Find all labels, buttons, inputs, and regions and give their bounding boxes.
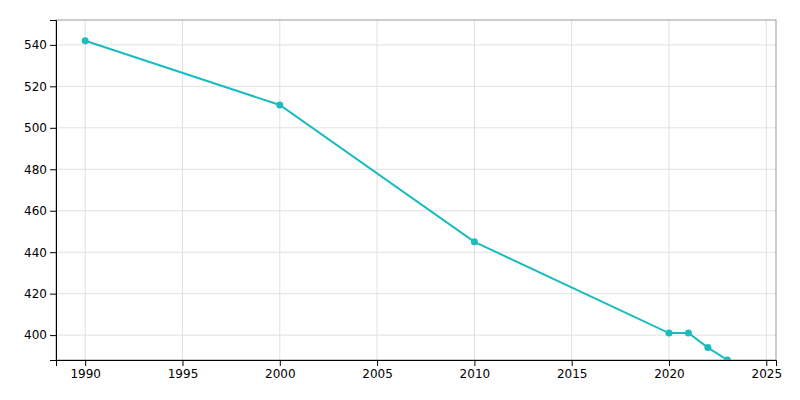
x-tick-label: 2010 <box>460 367 491 381</box>
point <box>471 238 478 245</box>
grid-line-y <box>56 293 776 294</box>
y-tick: 540 <box>24 38 56 52</box>
y-tick: 460 <box>24 204 56 218</box>
data-marks <box>82 37 731 360</box>
y-tick-label: 420 <box>24 287 47 301</box>
y-tick-mark <box>50 128 56 129</box>
y-tick-mark <box>50 45 56 46</box>
x-tick-label: 2005 <box>362 367 393 381</box>
y-axis: 400 420 440 460 480 500 520 540 <box>24 21 56 361</box>
x-tick: 2025 <box>751 360 782 381</box>
x-tick-mark <box>377 360 378 366</box>
x-tick-label: 2015 <box>557 367 588 381</box>
grid-line-y <box>56 169 776 170</box>
y-tick-label: 540 <box>24 38 47 52</box>
grid <box>56 20 776 360</box>
grid-line-y <box>56 210 776 211</box>
y-tick-mark <box>50 86 56 87</box>
y-tick: 500 <box>24 121 56 135</box>
x-tick-mark <box>182 360 183 366</box>
x-tick-label: 2025 <box>751 367 782 381</box>
x-tick-mark <box>85 360 86 366</box>
x-tick-mark <box>766 360 767 366</box>
line <box>85 41 727 360</box>
point <box>82 37 89 44</box>
point <box>665 330 672 337</box>
x-tick-label: 1995 <box>168 367 199 381</box>
y-tick-mark <box>50 252 56 253</box>
plot-frame <box>56 20 776 360</box>
y-tick-label: 460 <box>24 204 47 218</box>
grid-line-y <box>56 86 776 87</box>
x-tick-label: 1990 <box>70 367 101 381</box>
grid-line-x <box>571 20 572 360</box>
chart-svg: 1990 1995 2000 2005 2010 2015 2020 2025 400 420 44… <box>0 0 800 400</box>
y-tick-label: 500 <box>24 121 47 135</box>
x-axis-line <box>57 361 777 367</box>
y-tick-mark <box>50 169 56 170</box>
point <box>724 357 731 361</box>
y-tick-label: 440 <box>24 246 47 260</box>
x-tick-mark <box>280 360 281 366</box>
y-tick: 480 <box>24 163 56 177</box>
chart-container: 1990 1995 2000 2005 2010 2015 2020 2025 400 420 44… <box>0 0 800 400</box>
point <box>276 102 283 109</box>
x-tick-mark <box>474 360 475 366</box>
x-tick: 2000 <box>265 360 296 381</box>
x-tick: 2005 <box>362 360 393 381</box>
grid-line-x <box>474 20 475 360</box>
grid-line-y <box>56 252 776 253</box>
y-tick-label: 520 <box>24 80 47 94</box>
y-tick: 420 <box>24 287 56 301</box>
plot-area: 1990 1995 2000 2005 2010 2015 2020 2025 400 420 44… <box>24 20 782 381</box>
x-tick: 2020 <box>654 360 685 381</box>
grid-line-x <box>766 20 767 360</box>
y-tick-label: 480 <box>24 163 47 177</box>
point <box>704 344 711 351</box>
grid-line-x <box>279 20 280 360</box>
y-tick: 520 <box>24 80 56 94</box>
grid-line-x <box>668 20 669 360</box>
x-axis: 1990 1995 2000 2005 2010 2015 2020 2025 <box>57 360 783 381</box>
y-tick: 400 <box>24 328 56 342</box>
y-tick-mark <box>50 294 56 295</box>
x-tick-label: 2020 <box>654 367 685 381</box>
y-axis-line <box>50 21 57 361</box>
y-tick-mark <box>50 211 56 212</box>
x-tick: 2010 <box>460 360 491 381</box>
x-tick-label: 2000 <box>265 367 296 381</box>
x-tick: 2015 <box>557 360 588 381</box>
point <box>685 330 692 337</box>
grid-line-x <box>85 20 86 360</box>
grid-line-y <box>56 127 776 128</box>
grid-line-y <box>56 44 776 45</box>
y-tick: 440 <box>24 246 56 260</box>
x-tick: 1995 <box>168 360 199 381</box>
y-tick-mark <box>50 335 56 336</box>
x-tick: 1990 <box>70 360 101 381</box>
grid-line-x <box>182 20 183 360</box>
y-tick-label: 400 <box>24 328 47 342</box>
x-tick-mark <box>669 360 670 366</box>
grid-line-x <box>377 20 378 360</box>
x-tick-mark <box>572 360 573 366</box>
